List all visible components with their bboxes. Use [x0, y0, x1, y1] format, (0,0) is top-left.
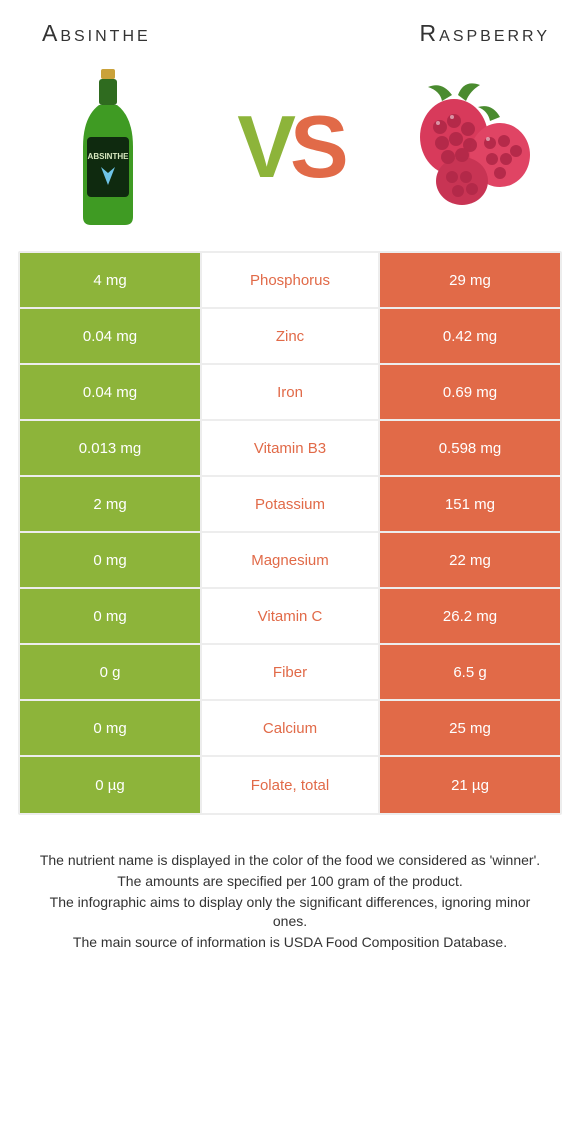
footnote-line: The main source of information is USDA F… [38, 933, 542, 952]
footnote-line: The amounts are specified per 100 gram o… [38, 872, 542, 891]
nutrient-label: Folate, total [202, 757, 378, 813]
left-value-cell: 2 mg [20, 477, 202, 531]
table-row: 0 µgFolate, total21 µg [20, 757, 560, 813]
nutrient-label: Vitamin C [202, 589, 378, 643]
nutrient-label: Zinc [202, 309, 378, 363]
right-value-cell: 22 mg [378, 533, 560, 587]
table-row: 0 mgVitamin C26.2 mg [20, 589, 560, 645]
left-value-cell: 0.04 mg [20, 309, 202, 363]
table-row: 0 mgCalcium25 mg [20, 701, 560, 757]
left-value-cell: 0 g [20, 645, 202, 699]
table-row: 0.013 mgVitamin B30.598 mg [20, 421, 560, 477]
right-value-cell: 151 mg [378, 477, 560, 531]
table-row: 0.04 mgZinc0.42 mg [20, 309, 560, 365]
left-value-cell: 0.04 mg [20, 365, 202, 419]
comparison-table: 4 mgPhosphorus29 mg0.04 mgZinc0.42 mg0.0… [18, 251, 562, 815]
nutrient-label: Potassium [202, 477, 378, 531]
right-value-cell: 0.42 mg [378, 309, 560, 363]
left-value-cell: 0 mg [20, 533, 202, 587]
right-value-cell: 29 mg [378, 253, 560, 307]
table-row: 4 mgPhosphorus29 mg [20, 253, 560, 309]
right-value-cell: 25 mg [378, 701, 560, 755]
title-row: Absinthe Raspberry [18, 20, 562, 55]
nutrient-label: Vitamin B3 [202, 421, 378, 475]
svg-text:ABSINTHE: ABSINTHE [88, 152, 130, 161]
nutrient-label: Phosphorus [202, 253, 378, 307]
footnote-line: The nutrient name is displayed in the co… [38, 851, 542, 870]
right-value-cell: 21 µg [378, 757, 560, 813]
table-row: 2 mgPotassium151 mg [20, 477, 560, 533]
vs-v: V [237, 103, 290, 191]
left-value-cell: 0 mg [20, 589, 202, 643]
left-value-cell: 0 mg [20, 701, 202, 755]
left-value-cell: 0 µg [20, 757, 202, 813]
right-value-cell: 26.2 mg [378, 589, 560, 643]
left-food-image: ABSINTHE [28, 67, 188, 227]
hero-row: ABSINTHE V S [18, 55, 562, 251]
footnote-line: The infographic aims to display only the… [38, 893, 542, 931]
left-food-title: Absinthe [42, 20, 151, 47]
right-food-title: Raspberry [420, 20, 550, 47]
table-row: 0 gFiber6.5 g [20, 645, 560, 701]
nutrient-label: Magnesium [202, 533, 378, 587]
right-food-image [392, 67, 552, 227]
table-row: 0 mgMagnesium22 mg [20, 533, 560, 589]
vs-s: S [290, 103, 343, 191]
right-value-cell: 0.69 mg [378, 365, 560, 419]
nutrient-label: Iron [202, 365, 378, 419]
right-value-cell: 0.598 mg [378, 421, 560, 475]
vs-label: V S [237, 103, 342, 191]
table-row: 0.04 mgIron0.69 mg [20, 365, 560, 421]
left-value-cell: 0.013 mg [20, 421, 202, 475]
nutrient-label: Fiber [202, 645, 378, 699]
footnotes: The nutrient name is displayed in the co… [18, 815, 562, 951]
right-value-cell: 6.5 g [378, 645, 560, 699]
nutrient-label: Calcium [202, 701, 378, 755]
left-value-cell: 4 mg [20, 253, 202, 307]
